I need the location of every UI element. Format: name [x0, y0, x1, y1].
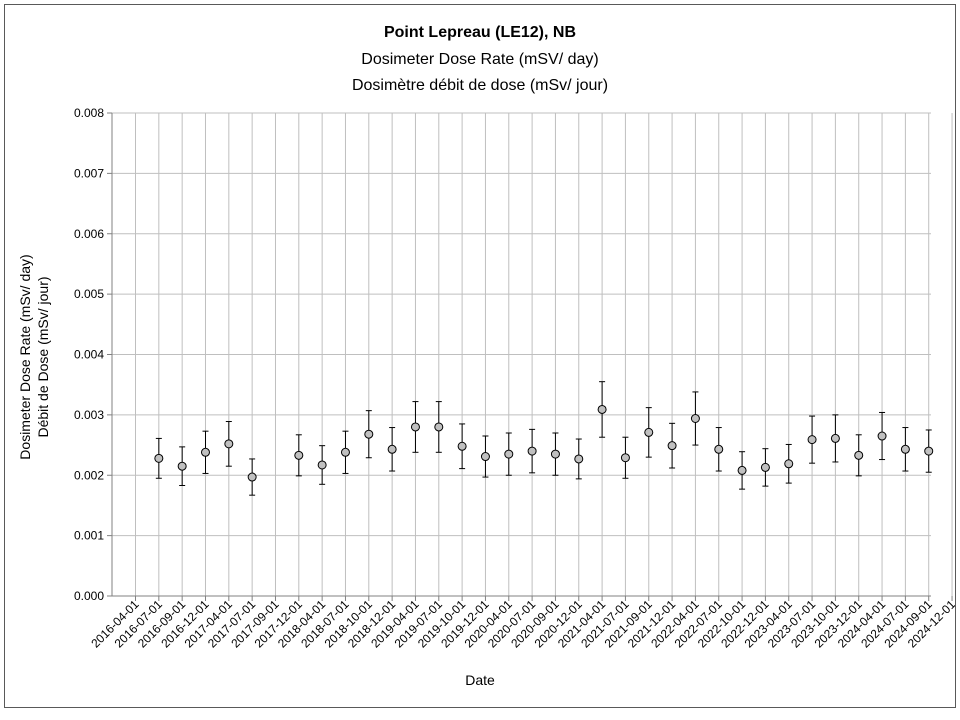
data-point-group: [504, 432, 514, 476]
data-point: [900, 444, 910, 454]
data-point: [410, 422, 420, 432]
data-points: [154, 381, 934, 496]
data-point: [854, 450, 864, 460]
y-axis-title-fr: Débit de Dose (mSv/ jour): [35, 276, 51, 437]
data-point: [760, 462, 770, 472]
y-tick-label: 0.001: [74, 529, 104, 543]
y-axis-title-en: Dosimeter Dose Rate (mSv/ day): [17, 254, 33, 459]
data-point: [224, 439, 234, 449]
data-point-group: [480, 435, 490, 478]
data-point: [737, 465, 747, 475]
data-point-group: [900, 427, 910, 472]
data-point-group: [247, 458, 257, 496]
data-point-group: [457, 423, 467, 470]
data-point-group: [830, 414, 840, 463]
data-point: [504, 449, 514, 459]
data-point-group: [200, 430, 210, 474]
data-point-group: [924, 429, 934, 473]
data-point-group: [224, 421, 234, 467]
y-tick-label: 0.004: [74, 348, 104, 362]
data-point: [597, 404, 607, 414]
data-point: [177, 461, 187, 471]
data-point-group: [714, 427, 724, 472]
data-point: [364, 429, 374, 439]
y-tick-label: 0.005: [74, 287, 104, 301]
data-point-group: [550, 432, 560, 476]
data-point-group: [294, 434, 304, 477]
data-point-group: [387, 427, 397, 472]
data-point: [480, 452, 490, 462]
data-point-group: [690, 391, 700, 446]
data-point-group: [434, 401, 444, 453]
data-point: [317, 460, 327, 470]
data-point: [340, 447, 350, 457]
data-point-group: [154, 437, 164, 479]
chart-subtitle-en: Dosimeter Dose Rate (mSV/ day): [361, 51, 598, 68]
chart-frame: Point Lepreau (LE12), NB Dosimeter Dose …: [4, 4, 956, 708]
data-point: [620, 453, 630, 463]
chart-subtitle-fr: Dosimètre débit de dose (mSv/ jour): [352, 77, 608, 94]
y-axis-ticks: 0.000 0.001 0.002 0.003 0.004 0.005 0.006 0.007…: [74, 106, 104, 603]
data-point-group: [644, 407, 654, 458]
data-point: [690, 413, 700, 423]
data-point: [457, 441, 467, 451]
data-point-group: [340, 430, 350, 474]
data-point: [714, 444, 724, 454]
data-point: [667, 441, 677, 451]
data-point-group: [620, 436, 630, 479]
data-point: [877, 431, 887, 441]
data-point: [807, 435, 817, 445]
data-point-group: [877, 411, 887, 461]
data-point-group: [177, 446, 187, 487]
data-point: [550, 449, 560, 459]
data-point: [527, 446, 537, 456]
y-tick-label: 0.007: [74, 166, 104, 180]
data-point-group: [784, 443, 794, 484]
data-point-group: [667, 422, 677, 469]
data-point: [294, 450, 304, 460]
data-point-group: [410, 401, 420, 453]
data-point-group: [317, 445, 327, 485]
data-point: [784, 459, 794, 469]
data-point: [154, 453, 164, 463]
gridlines: [107, 112, 953, 601]
data-point: [924, 446, 934, 456]
data-point-group: [807, 415, 817, 464]
y-tick-label: 0.000: [74, 589, 104, 603]
y-tick-label: 0.006: [74, 227, 104, 241]
data-point: [574, 454, 584, 464]
y-tick-label: 0.008: [74, 106, 104, 120]
data-point: [830, 433, 840, 443]
x-axis-ticks: 2016-04-012016-07-012016-09-012016-12-01…: [88, 597, 955, 651]
data-point-group: [364, 410, 374, 459]
data-point: [247, 472, 257, 482]
data-point-group: [854, 434, 864, 477]
dose-rate-chart: Point Lepreau (LE12), NB Dosimeter Dose …: [17, 24, 955, 688]
data-point-group: [527, 428, 537, 474]
x-axis-title: Date: [465, 672, 495, 688]
data-point: [434, 422, 444, 432]
data-point: [387, 444, 397, 454]
data-point-group: [760, 448, 770, 487]
y-tick-label: 0.002: [74, 468, 104, 482]
data-point-group: [574, 438, 584, 480]
data-point-group: [737, 451, 747, 490]
y-tick-label: 0.003: [74, 408, 104, 422]
data-point: [200, 447, 210, 457]
data-point: [644, 427, 654, 437]
chart-title: Point Lepreau (LE12), NB: [384, 24, 576, 41]
data-point-group: [597, 381, 607, 438]
